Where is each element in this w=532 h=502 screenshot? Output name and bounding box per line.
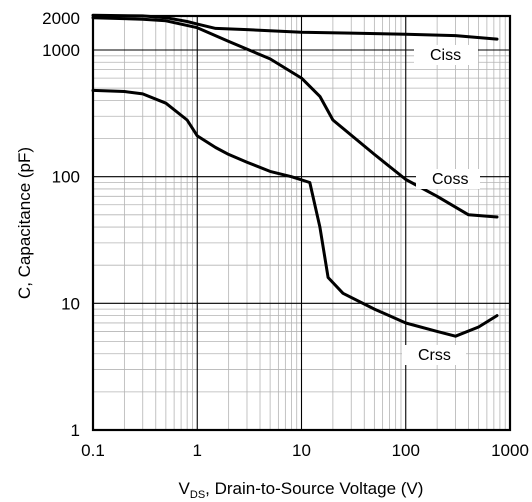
x-axis-title-v: V	[179, 479, 191, 498]
x-tick-labels: 0.1 1 10 100 1000	[81, 441, 529, 460]
x-tick-label: 1	[193, 441, 202, 460]
curves	[91, 13, 499, 338]
y-tick-label: 100	[52, 168, 80, 187]
series-label-crss: Crss	[418, 347, 451, 364]
x-tick-label: 0.1	[81, 441, 105, 460]
series-label-ciss: Ciss	[430, 47, 461, 64]
y-tick-label: 2000	[42, 9, 80, 28]
series-label-coss: Coss	[432, 171, 468, 188]
series-coss-line	[91, 16, 499, 219]
plot-frame	[91, 14, 512, 432]
x-tick-label: 1000	[491, 441, 529, 460]
x-tick-label: 100	[392, 441, 420, 460]
series-label-backing	[414, 45, 478, 65]
y-tick-labels: 1 10 100 1000 2000	[42, 9, 80, 440]
x-axis-title-subscript: DS	[190, 489, 205, 501]
series-label-backing	[402, 345, 466, 365]
series-crss-line	[91, 88, 499, 338]
series-ciss-line	[91, 13, 499, 41]
x-axis-title: VDS, Drain-to-Source Voltage (V)	[179, 479, 424, 501]
y-tick-label: 1	[71, 421, 80, 440]
series-labels: Ciss Coss Crss	[402, 45, 480, 365]
x-axis-title-rest: , Drain-to-Source Voltage (V)	[205, 479, 423, 498]
series-label-backing	[416, 169, 480, 189]
x-tick-label: 10	[292, 441, 311, 460]
y-tick-label: 10	[61, 294, 80, 313]
y-tick-label: 1000	[42, 41, 80, 60]
y-axis-title: C, Capacitance (pF)	[15, 147, 34, 299]
